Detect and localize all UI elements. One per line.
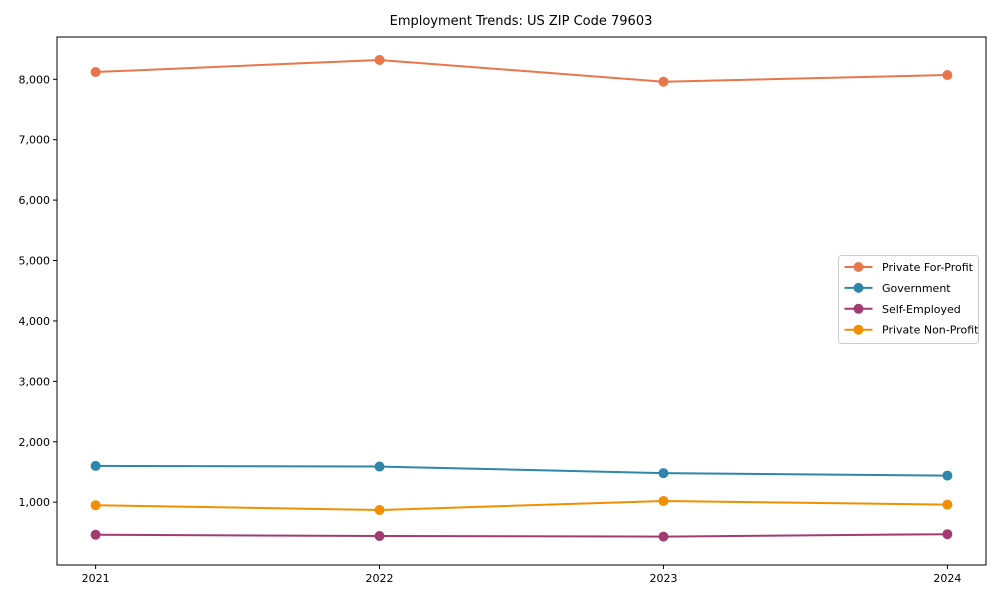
data-point-self-employed-2022: [374, 531, 385, 542]
x-tick-label: 2023: [649, 572, 677, 585]
data-point-private-for-profit-2022: [374, 54, 385, 65]
y-tick-label: 8,000: [19, 73, 51, 86]
y-tick-label: 1,000: [19, 496, 51, 509]
data-point-government-2023: [658, 468, 669, 479]
legend-item-private-non-profit: Private Non-Profit: [844, 324, 979, 337]
data-point-private-for-profit-2024: [942, 70, 953, 81]
legend-label-private-for-profit: Private For-Profit: [882, 261, 974, 274]
legend-label-self-employed: Self-Employed: [882, 303, 961, 316]
data-point-government-2022: [374, 461, 385, 472]
y-tick-label: 2,000: [19, 436, 51, 449]
y-tick-label: 5,000: [19, 255, 51, 268]
data-point-self-employed-2024: [942, 529, 953, 540]
y-tick-label: 7,000: [19, 134, 51, 147]
data-point-government-2024: [942, 470, 953, 481]
x-tick-label: 2022: [366, 572, 394, 585]
legend-item-private-for-profit: Private For-Profit: [844, 261, 974, 274]
series-line-government: [95, 464, 948, 477]
data-point-private-non-profit-2021: [90, 500, 101, 511]
data-point-self-employed-2023: [658, 531, 669, 542]
legend-item-government: Government: [844, 282, 951, 295]
x-tick-label: 2024: [933, 572, 961, 585]
data-point-government-2021: [90, 460, 101, 471]
legend-frame: [838, 255, 979, 344]
legend-marker-self-employed: [853, 303, 864, 314]
y-tick-label: 4,000: [19, 315, 51, 328]
legend-label-government: Government: [882, 282, 951, 295]
x-tick-label: 2021: [82, 572, 110, 585]
legend-item-self-employed: Self-Employed: [844, 303, 961, 316]
axes-spines: [56, 36, 987, 566]
data-point-private-non-profit-2023: [658, 495, 669, 506]
data-point-private-non-profit-2022: [374, 505, 385, 516]
data-point-private-for-profit-2021: [90, 67, 101, 78]
legend: Private For-Profit Government Self-Employe…: [838, 255, 979, 344]
data-point-private-non-profit-2024: [942, 499, 953, 510]
data-point-private-for-profit-2023: [658, 76, 669, 87]
y-tick-label: 3,000: [19, 375, 51, 388]
y-tick-label: 6,000: [19, 194, 51, 207]
legend-marker-private-non-profit: [853, 324, 864, 335]
chart-title: Employment Trends: US ZIP Code 79603: [390, 14, 653, 29]
data-point-self-employed-2021: [90, 529, 101, 540]
series-line-self-employed: [95, 533, 948, 538]
legend-marker-private-for-profit: [853, 262, 864, 272]
legend-marker-government: [853, 282, 864, 293]
series-line-private-for-profit: [95, 58, 948, 83]
plot-area: 1,000 2,000 3,000 4,000 5,000 6,000 7,000 8,000…: [19, 36, 987, 585]
legend-label-private-non-profit: Private Non-Profit: [882, 324, 979, 337]
series-line-private-non-profit: [95, 499, 948, 512]
